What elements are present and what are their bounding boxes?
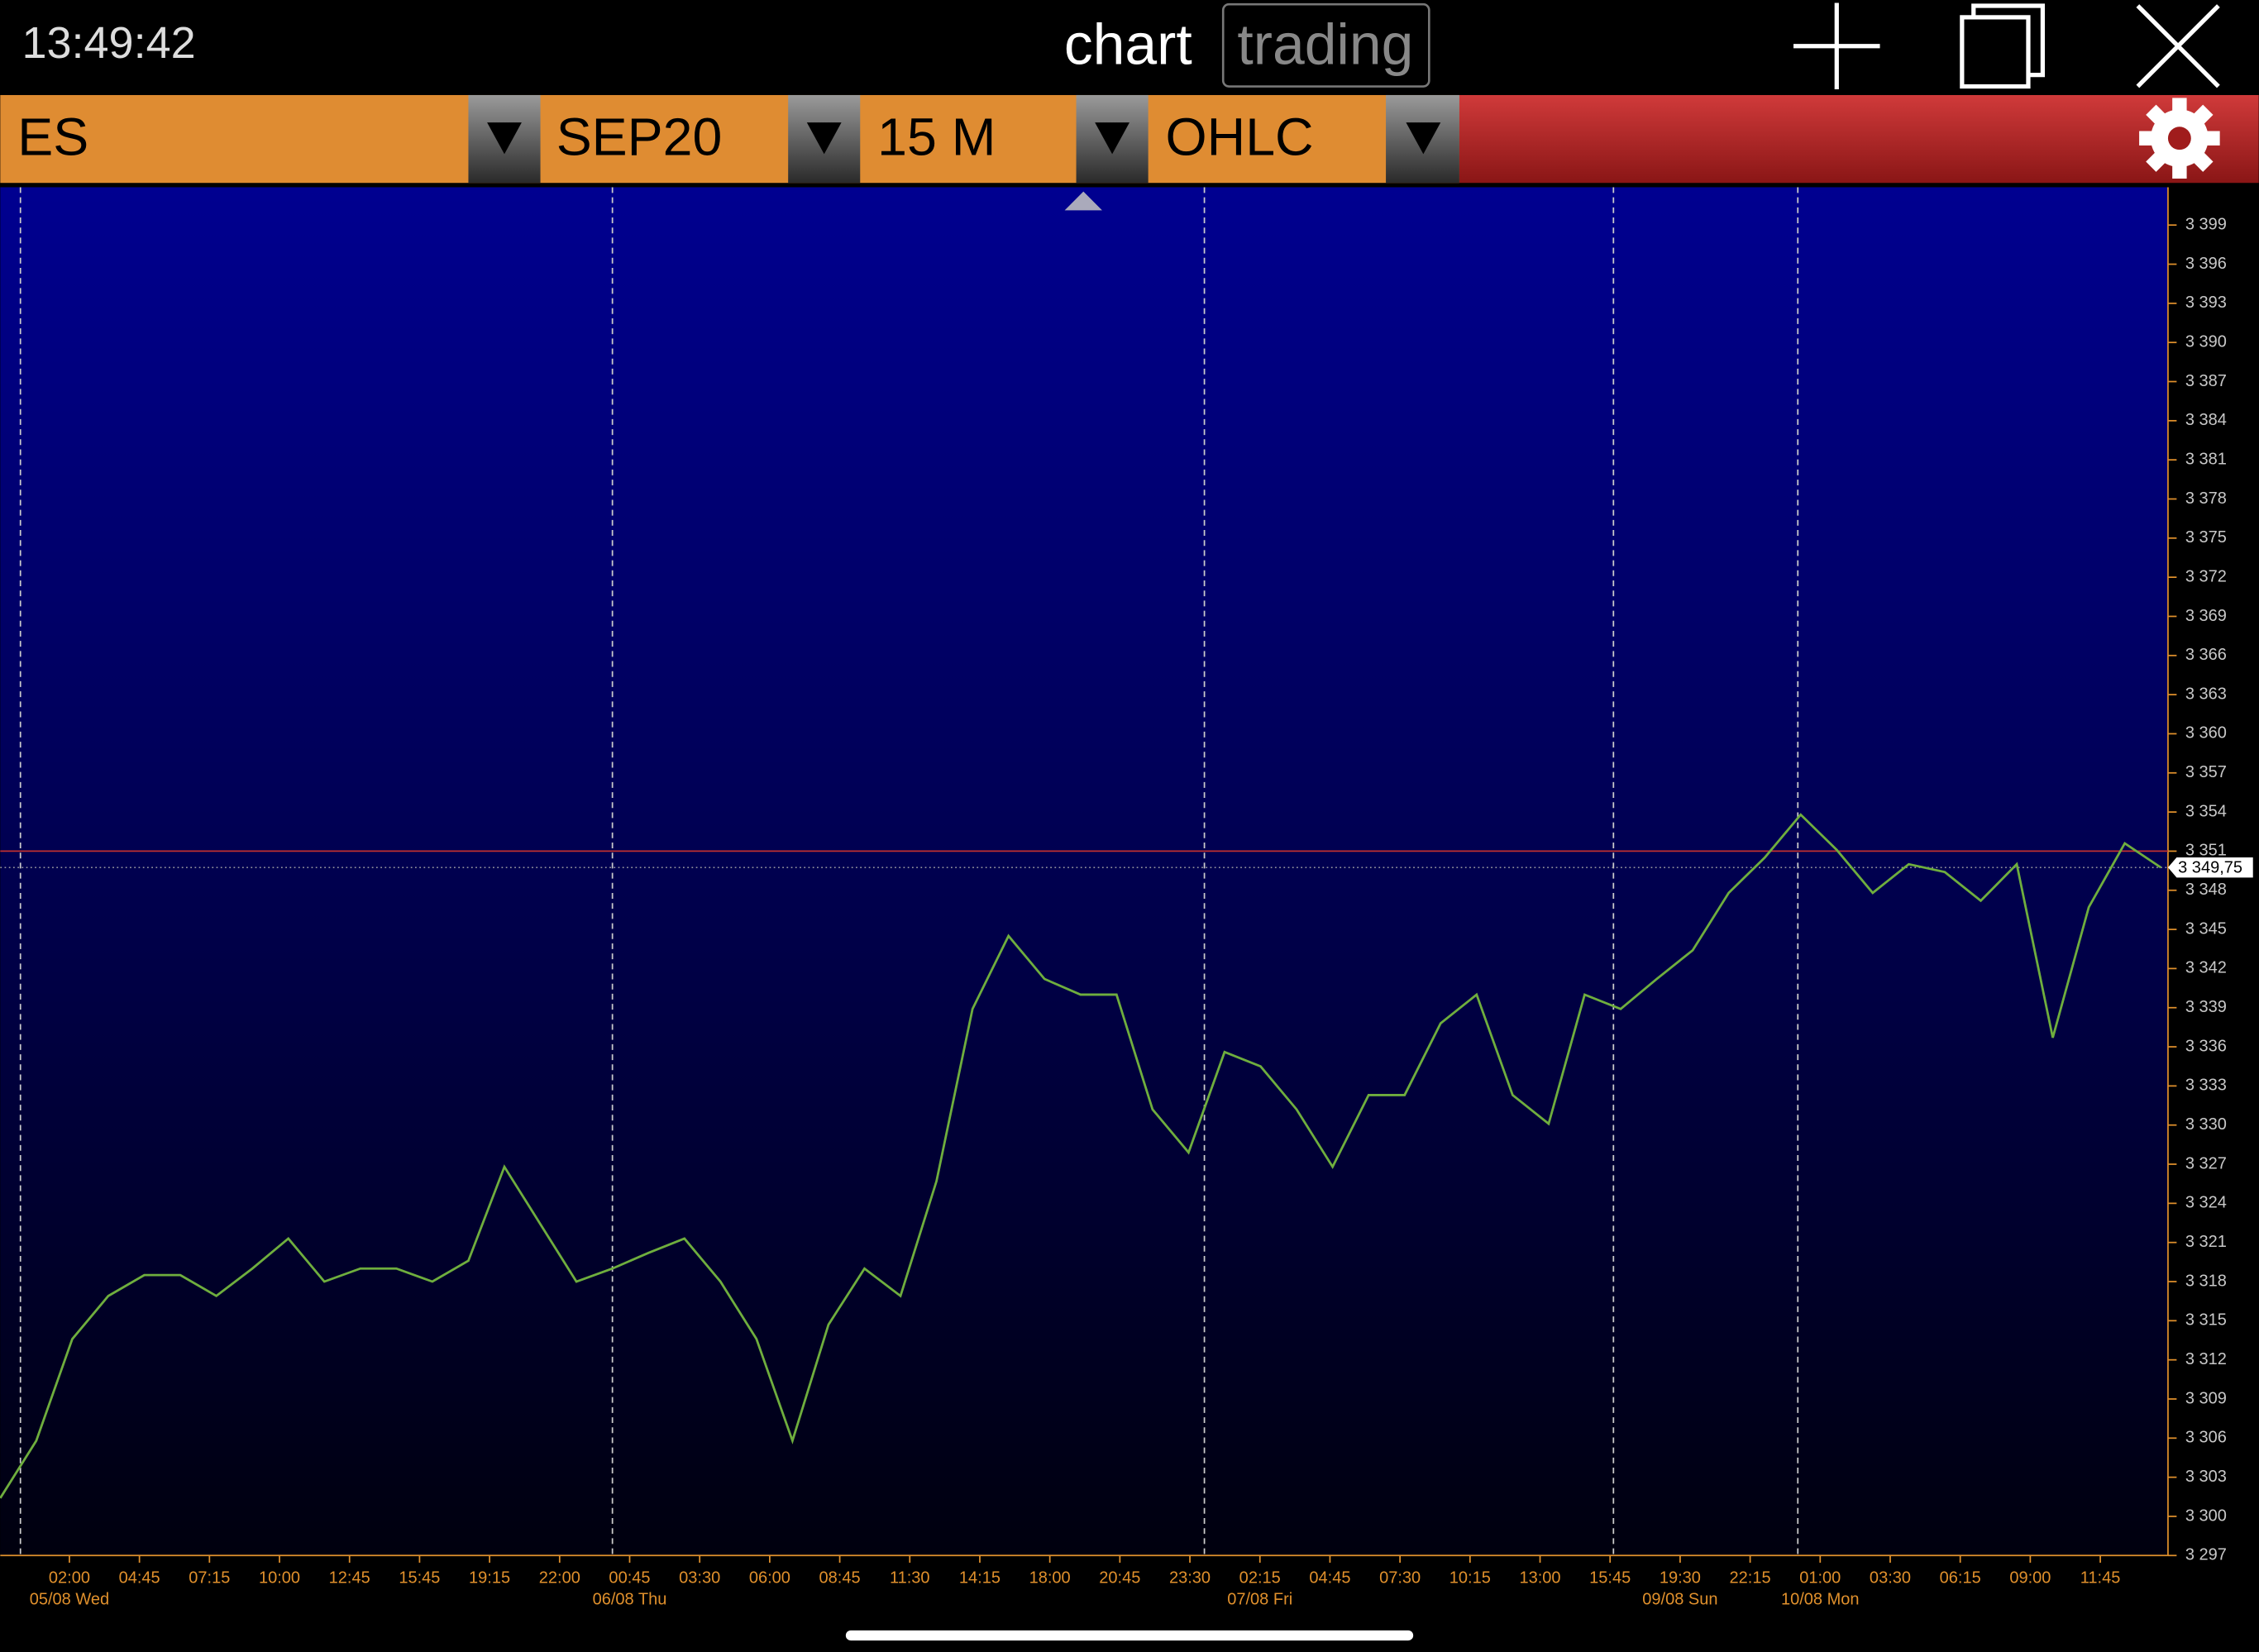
y-tick-label: 3 309	[2185, 1389, 2227, 1407]
x-tick-label: 15:45	[399, 1568, 440, 1587]
date-label: 07/08 Fri	[1227, 1591, 1292, 1609]
y-tick-label: 3 339	[2185, 998, 2227, 1016]
y-tick-label: 3 387	[2185, 372, 2227, 390]
x-tick-label: 08:45	[819, 1568, 861, 1587]
clock: 13:49:42	[21, 18, 195, 68]
x-tick-label: 22:15	[1730, 1568, 1771, 1587]
y-tick-label: 3 348	[2185, 881, 2227, 899]
y-tick-label: 3 384	[2185, 411, 2227, 429]
x-tick-label: 07:30	[1379, 1568, 1421, 1587]
y-tick-label: 3 324	[2185, 1194, 2227, 1212]
date-label: 05/08 Wed	[30, 1591, 109, 1609]
x-tick-label: 11:45	[2080, 1568, 2121, 1587]
interval[interactable]: 15 M	[877, 107, 996, 167]
x-tick-label: 22:00	[539, 1568, 580, 1587]
x-tick-label: 15:45	[1589, 1568, 1631, 1587]
chart-style[interactable]: OHLC	[1166, 107, 1314, 167]
y-tick-label: 3 312	[2185, 1350, 2227, 1368]
y-tick-label: 3 399	[2185, 215, 2227, 233]
x-tick-label: 06:00	[749, 1568, 790, 1587]
y-tick-label: 3 300	[2185, 1506, 2227, 1525]
x-tick-label: 19:15	[469, 1568, 510, 1587]
y-tick-label: 3 378	[2185, 489, 2227, 508]
price-line	[0, 813, 2162, 1499]
x-tick-label: 04:45	[119, 1568, 160, 1587]
y-tick-label: 3 354	[2185, 802, 2227, 820]
y-tick-label: 3 327	[2185, 1154, 2227, 1172]
date-label: 06/08 Thu	[593, 1591, 667, 1609]
x-tick-label: 12:45	[329, 1568, 370, 1587]
plot: 3 297 3 300 3 303 3 306 3 309 3 312 3 315 3 318…	[0, 187, 2253, 1609]
contract[interactable]: SEP20	[556, 107, 723, 167]
settings-icon[interactable]	[2139, 98, 2220, 179]
home-indicator	[845, 1630, 1414, 1641]
dropdown-buttons[interactable]	[468, 94, 1459, 184]
x-tick-label: 00:45	[609, 1568, 650, 1587]
x-tick-label: 23:30	[1169, 1568, 1211, 1587]
x-tick-label: 02:15	[1239, 1568, 1281, 1587]
y-tick-label: 3 321	[2185, 1233, 2227, 1251]
x-tick-label: 14:15	[959, 1568, 1001, 1587]
collapse-handle[interactable]	[1064, 191, 1102, 211]
x-tick-label: 01:00	[1799, 1568, 1841, 1587]
y-tick-label: 3 357	[2185, 763, 2227, 781]
toolbar-red	[1459, 94, 2259, 184]
symbol[interactable]: ES	[17, 107, 88, 167]
x-tick-label: 03:30	[679, 1568, 720, 1587]
x-tick-label: 10:00	[259, 1568, 300, 1587]
y-tick-label: 3 315	[2185, 1311, 2227, 1330]
plot-area	[0, 187, 2168, 1556]
x-tick-label: 03:30	[1870, 1568, 1911, 1587]
y-tick-label: 3 345	[2185, 919, 2227, 938]
y-tick-label: 3 336	[2185, 1037, 2227, 1055]
x-tick-label: 02:00	[49, 1568, 90, 1587]
x-tick-label: 13:00	[1519, 1568, 1560, 1587]
y-tick-label: 3 381	[2185, 450, 2227, 468]
y-tick-label: 3 396	[2185, 255, 2227, 273]
trading-tab-box[interactable]	[1221, 2, 1430, 88]
chart-tab[interactable]: chart	[1064, 12, 1192, 77]
date-label: 10/08 Mon	[1781, 1591, 1860, 1609]
x-tick-label: 18:00	[1029, 1568, 1071, 1587]
y-tick-label: 3 372	[2185, 567, 2227, 585]
y-tick-label: 3 393	[2185, 294, 2227, 312]
y-tick-label: 3 360	[2185, 724, 2227, 742]
x-tick-label: 04:45	[1309, 1568, 1350, 1587]
toolbar	[0, 94, 1459, 184]
y-tick-label: 3 342	[2185, 959, 2227, 977]
y-tick-label: 3 390	[2185, 332, 2227, 351]
x-tick-label: 20:45	[1099, 1568, 1140, 1587]
last-price-label: 3 349,75	[2178, 858, 2242, 876]
y-tick-label: 3 303	[2185, 1468, 2227, 1486]
date-label: 09/08 Sun	[1642, 1591, 1717, 1609]
x-tick-label: 07:15	[189, 1568, 230, 1587]
x-tick-label: 10:15	[1449, 1568, 1491, 1587]
x-tick-label: 11:30	[890, 1568, 930, 1587]
y-tick-label: 3 351	[2185, 842, 2227, 860]
y-tick-label: 3 306	[2185, 1429, 2227, 1447]
x-tick-label: 19:30	[1660, 1568, 1701, 1587]
y-tick-label: 3 297	[2185, 1546, 2227, 1564]
y-tick-label: 3 363	[2185, 685, 2227, 703]
last-price-box	[2167, 857, 2253, 878]
window-icons[interactable]	[1793, 2, 2220, 89]
trading-tab[interactable]: trading	[1237, 12, 1413, 77]
y-tick-label: 3 318	[2185, 1272, 2227, 1290]
y-tick-label: 3 369	[2185, 607, 2227, 625]
x-tick-label: 06:15	[1940, 1568, 1981, 1587]
y-tick-label: 3 330	[2185, 1115, 2227, 1134]
x-tick-label: 09:00	[2009, 1568, 2051, 1587]
y-tick-label: 3 375	[2185, 528, 2227, 547]
y-tick-label: 3 366	[2185, 646, 2227, 664]
y-tick-label: 3 333	[2185, 1077, 2227, 1095]
